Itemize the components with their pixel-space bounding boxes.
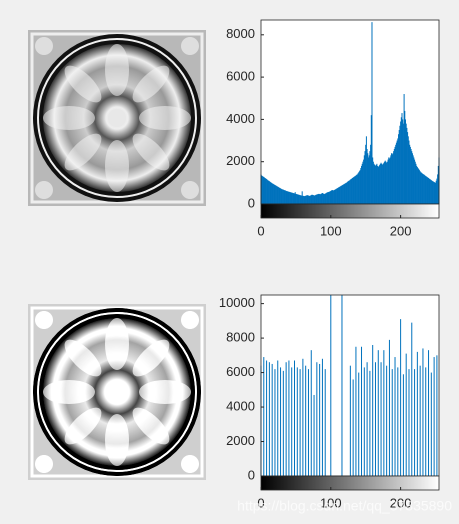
y-tick-label: 2000 bbox=[226, 153, 255, 168]
y-tick-label: 0 bbox=[248, 195, 255, 210]
x-tick-label: 100 bbox=[320, 495, 342, 510]
x-tick-label: 200 bbox=[390, 495, 412, 510]
original-image bbox=[26, 28, 208, 208]
colorbar bbox=[260, 475, 440, 491]
watermark: https://blog.csdn.net/qq_37835890 bbox=[237, 498, 452, 514]
y-tick-label: 4000 bbox=[226, 398, 255, 413]
y-tick-label: 6000 bbox=[226, 364, 255, 379]
y-tick-label: 0 bbox=[248, 467, 255, 482]
y-tick-label: 8000 bbox=[226, 26, 255, 41]
colorbar bbox=[260, 203, 440, 219]
equalized-image bbox=[26, 302, 208, 482]
y-tick-label: 4000 bbox=[226, 111, 255, 126]
x-tick-label: 0 bbox=[257, 223, 264, 238]
x-tick-label: 200 bbox=[390, 223, 412, 238]
y-tick-label: 6000 bbox=[226, 69, 255, 84]
x-tick-label: 100 bbox=[320, 223, 342, 238]
x-tick-label: 0 bbox=[257, 495, 264, 510]
y-tick-label: 8000 bbox=[226, 330, 255, 345]
y-tick-label: 2000 bbox=[226, 433, 255, 448]
y-tick-label: 10000 bbox=[219, 295, 255, 310]
